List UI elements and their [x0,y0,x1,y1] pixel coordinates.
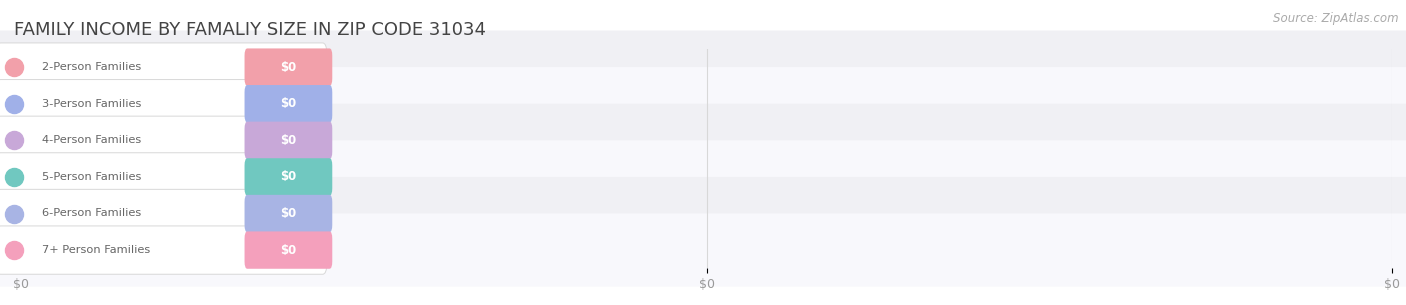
Text: 3-Person Families: 3-Person Families [42,99,141,109]
Text: $0: $0 [280,97,297,110]
FancyBboxPatch shape [0,189,326,238]
Text: $0: $0 [280,134,297,147]
Text: 6-Person Families: 6-Person Families [42,209,141,218]
Text: $0: $0 [280,207,297,220]
Text: 7+ Person Families: 7+ Person Families [42,245,150,255]
FancyBboxPatch shape [0,104,1406,177]
FancyBboxPatch shape [245,48,332,86]
FancyBboxPatch shape [0,140,1406,214]
Text: $0: $0 [280,170,297,183]
FancyBboxPatch shape [0,67,1406,140]
FancyBboxPatch shape [245,195,332,232]
Text: 5-Person Families: 5-Person Families [42,172,141,182]
Text: $0: $0 [280,61,297,74]
FancyBboxPatch shape [0,43,326,91]
Text: FAMILY INCOME BY FAMALIY SIZE IN ZIP CODE 31034: FAMILY INCOME BY FAMALIY SIZE IN ZIP COD… [14,21,486,39]
FancyBboxPatch shape [245,122,332,159]
FancyBboxPatch shape [0,177,1406,250]
FancyBboxPatch shape [0,153,326,201]
Text: $0: $0 [280,244,297,257]
Text: Source: ZipAtlas.com: Source: ZipAtlas.com [1274,12,1399,25]
FancyBboxPatch shape [245,85,332,122]
FancyBboxPatch shape [245,158,332,196]
FancyBboxPatch shape [0,116,326,164]
Text: 2-Person Families: 2-Person Families [42,62,141,72]
FancyBboxPatch shape [0,30,1406,104]
FancyBboxPatch shape [0,226,326,274]
Text: 4-Person Families: 4-Person Families [42,135,141,145]
FancyBboxPatch shape [0,80,326,128]
FancyBboxPatch shape [0,214,1406,287]
FancyBboxPatch shape [245,231,332,269]
